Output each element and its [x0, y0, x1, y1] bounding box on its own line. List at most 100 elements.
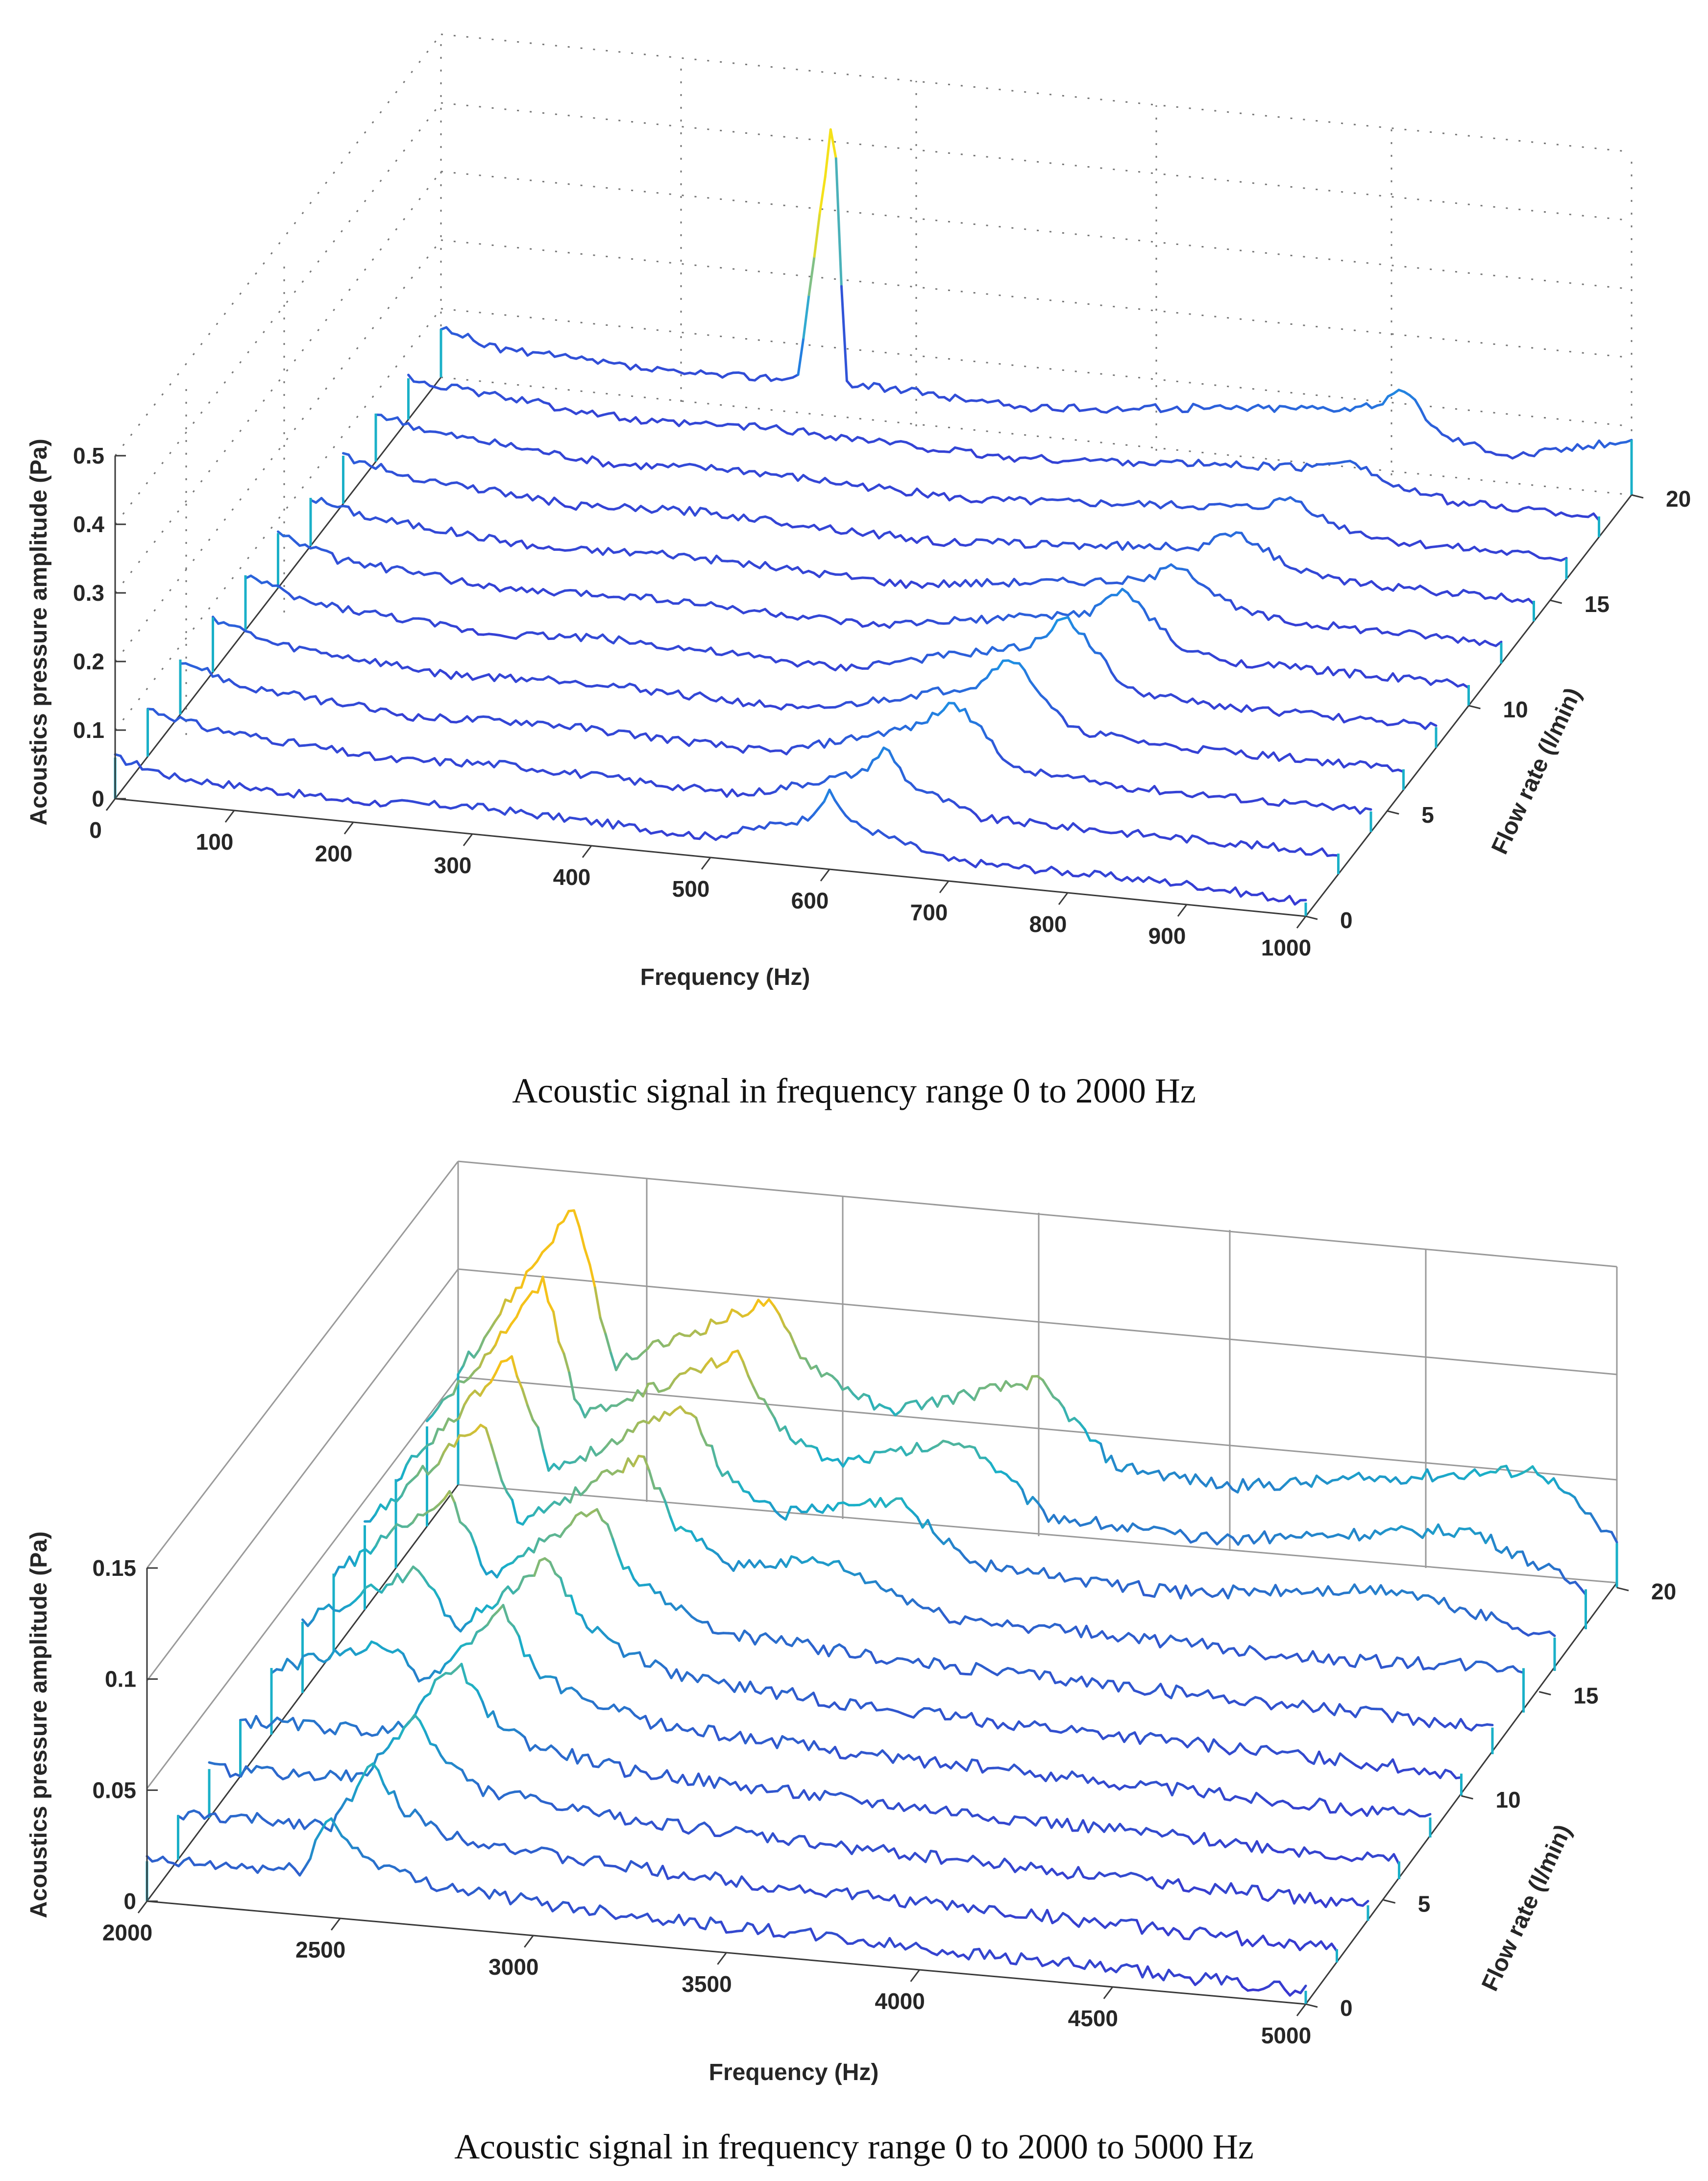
series-segment	[802, 294, 810, 339]
series-segment	[977, 1859, 985, 1867]
x-tick-mark	[820, 869, 830, 882]
series-segment	[1110, 1524, 1119, 1532]
series-segment	[1351, 1897, 1359, 1906]
series-segment	[715, 554, 723, 563]
y-tick-label: 5	[1421, 802, 1434, 828]
series-segment	[589, 1446, 597, 1457]
series-segment	[953, 538, 962, 546]
series-segment	[646, 1340, 655, 1350]
series-segment	[119, 755, 127, 766]
series-segment	[1397, 484, 1406, 491]
y-tick-mark	[1631, 494, 1644, 499]
series-segment	[882, 729, 891, 737]
series-segment	[495, 1461, 503, 1482]
series-segment	[855, 820, 863, 829]
series-segment	[768, 1501, 777, 1512]
series-segment	[1020, 1952, 1028, 1960]
series-segment	[271, 1767, 279, 1777]
series-segment	[1088, 1959, 1097, 1968]
series-segment	[812, 1740, 821, 1751]
series-segment	[692, 1772, 700, 1786]
series-segment	[987, 1861, 996, 1869]
series-segment	[380, 1584, 388, 1594]
series-segment	[550, 1803, 558, 1811]
series-segment	[495, 1567, 504, 1579]
series-segment	[1083, 633, 1091, 648]
series-segment	[899, 1942, 907, 1951]
series-segment	[953, 702, 961, 712]
series-segment	[1381, 395, 1390, 406]
series-segment	[1044, 1771, 1052, 1783]
series-segment	[249, 631, 258, 639]
series-segment	[719, 1874, 727, 1886]
series-segment	[354, 1593, 362, 1602]
series-segment	[634, 416, 642, 425]
series-segment	[743, 1559, 751, 1568]
series-segment	[805, 1357, 812, 1370]
series-segment	[1332, 621, 1341, 629]
bottom-series-group	[146, 1209, 1618, 2004]
series-segment	[1548, 1630, 1556, 1637]
series-segment	[520, 539, 529, 550]
series-segment	[471, 1684, 479, 1692]
series-segment	[1302, 1753, 1310, 1763]
series-segment	[1354, 625, 1362, 635]
series-segment	[1220, 1975, 1228, 1986]
series-1-flow-20	[457, 1209, 1618, 1588]
series-segment	[309, 1839, 317, 1860]
series-segment	[1012, 1720, 1020, 1731]
series-segment	[665, 1769, 674, 1782]
series-segment	[1411, 1591, 1419, 1601]
series-segment	[749, 1733, 757, 1744]
bottom-box-grid	[146, 1160, 1618, 2005]
series-segment	[1147, 784, 1156, 793]
series-1-flow-16	[394, 1355, 1556, 1671]
series-segment	[251, 1865, 259, 1874]
series-segment	[390, 613, 398, 622]
series-segment	[716, 1464, 724, 1477]
series-segment	[912, 1710, 920, 1719]
series-segment	[1376, 1807, 1384, 1815]
series-segment	[395, 1494, 403, 1503]
series-segment	[1058, 1515, 1066, 1524]
series-segment	[1255, 1840, 1264, 1854]
series-segment	[984, 1559, 993, 1572]
series-segment	[988, 1949, 997, 1960]
series-segment	[439, 1754, 448, 1764]
series-segment	[407, 1565, 415, 1576]
series-segment	[1439, 1768, 1447, 1779]
series-segment	[1034, 539, 1043, 548]
series-segment	[1258, 1530, 1266, 1540]
series-segment	[1132, 1635, 1141, 1644]
series-segment	[670, 1723, 679, 1731]
series-segment	[685, 1610, 693, 1618]
series-segment	[840, 1840, 848, 1849]
series-segment	[739, 1731, 747, 1744]
series-segment	[1296, 1699, 1304, 1709]
series-segment	[1321, 514, 1330, 524]
series-segment	[766, 1832, 774, 1843]
series-segment	[1571, 443, 1579, 452]
series-segment	[1470, 1723, 1478, 1732]
series-segment	[788, 1332, 797, 1347]
series-segment	[547, 1300, 555, 1313]
series-segment	[915, 844, 923, 853]
series-segment	[287, 642, 295, 653]
series-segment	[857, 1454, 866, 1463]
series-segment	[255, 1715, 263, 1727]
series-segment	[335, 1806, 343, 1816]
series-segment	[660, 1769, 668, 1778]
series-segment	[442, 1417, 450, 1431]
series-segment	[1327, 1653, 1335, 1666]
series-segment	[758, 1559, 766, 1568]
series-segment	[1236, 1977, 1244, 1988]
series-segment	[1159, 1683, 1167, 1696]
series-segment	[946, 1900, 954, 1911]
series-segment	[428, 619, 437, 628]
series-segment	[1337, 713, 1345, 724]
series-segment	[706, 1620, 714, 1634]
series-segment	[1013, 578, 1021, 587]
series-segment	[476, 1689, 484, 1703]
